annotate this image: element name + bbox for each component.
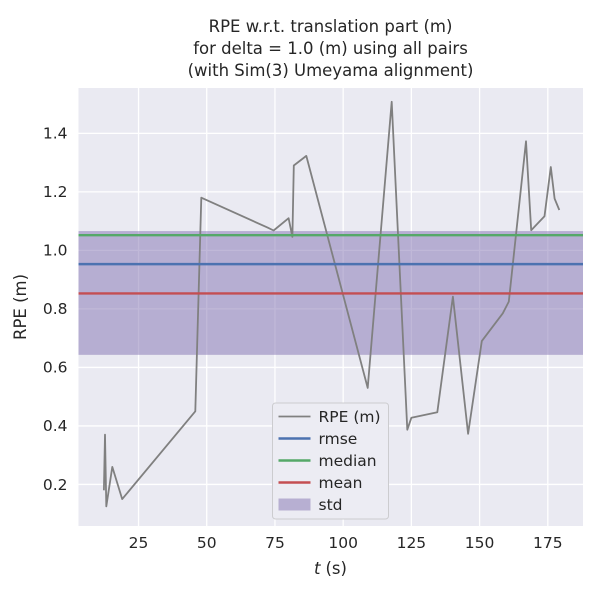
x-tick-label-25: 25 (129, 534, 149, 552)
legend-label-rmse: rmse (319, 430, 358, 448)
x-tick-label-50: 50 (197, 534, 217, 552)
x-tick-label-150: 150 (465, 534, 495, 552)
y-tick-label-0.2: 0.2 (43, 476, 68, 494)
x-tick-label-175: 175 (533, 534, 563, 552)
legend-box (272, 402, 389, 520)
y-tick-label-1.0: 1.0 (43, 242, 68, 260)
chart-title-line-3: (with Sim(3) Umeyama alignment) (188, 61, 474, 80)
legend-label-std: std (319, 496, 343, 514)
x-tick-label-125: 125 (397, 534, 427, 552)
y-tick-label-0.8: 0.8 (43, 300, 68, 318)
chart-title-line-2: for delta = 1.0 (m) using all pairs (193, 39, 468, 58)
x-tick-label-100: 100 (328, 534, 358, 552)
rpe-line (103, 100, 561, 508)
y-tick-label-1.2: 1.2 (43, 183, 68, 201)
chart-title-line-1: RPE w.r.t. translation part (m) (209, 17, 453, 36)
y-axis-label: RPE (m) (11, 274, 30, 340)
y-tick-label-0.6: 0.6 (43, 359, 68, 377)
series-layer (78, 100, 583, 508)
x-tick-label-75: 75 (265, 534, 285, 552)
y-tick-label-1.4: 1.4 (43, 125, 68, 143)
legend-label-median: median (319, 452, 377, 470)
x-axis-label: t (s) (314, 559, 347, 578)
x-axis-label-unit: (s) (326, 559, 347, 578)
legend-label-mean: mean (319, 474, 363, 492)
legend-label-rpe-m: RPE (m) (319, 408, 381, 426)
x-axis-label-variable: t (314, 559, 321, 578)
legend: RPE (m) rmse median mean std (272, 402, 389, 520)
legend-swatch-std (278, 498, 311, 511)
y-tick-label-0.4: 0.4 (43, 417, 68, 435)
tick-labels: 25 50 75 100 125 150 175 0.2 0.4 0.6 0.8 1.0 1.2 1.4 (43, 125, 563, 552)
